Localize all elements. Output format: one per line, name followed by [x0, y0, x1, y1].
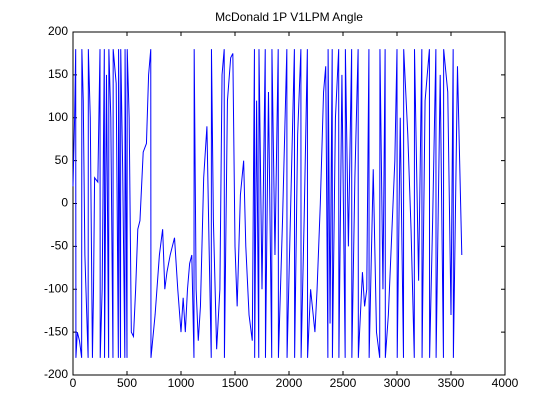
- x-tick-label: 0: [70, 376, 77, 390]
- x-tick-label: 3500: [438, 376, 465, 390]
- y-tick-label: -100: [44, 281, 68, 295]
- y-tick-label: 0: [61, 196, 68, 210]
- y-tick-label: -150: [44, 324, 68, 338]
- x-tick-label: 2000: [276, 376, 303, 390]
- x-tick-label: 3000: [384, 376, 411, 390]
- data-line: [72, 49, 463, 358]
- x-tick-label: 2500: [330, 376, 357, 390]
- y-tick-label: 100: [48, 110, 68, 124]
- x-tick-label: 500: [117, 376, 137, 390]
- y-tick-label: -200: [44, 367, 68, 381]
- y-tick-label: 50: [55, 153, 69, 167]
- y-tick-label: -50: [51, 239, 69, 253]
- x-tick-label: 1000: [168, 376, 195, 390]
- y-tick-label: 150: [48, 67, 68, 81]
- chart-title: McDonald 1P V1LPM Angle: [215, 10, 363, 24]
- y-tick-label: 200: [48, 24, 68, 38]
- x-tick-label: 1500: [222, 376, 249, 390]
- x-tick-label: 4000: [492, 376, 519, 390]
